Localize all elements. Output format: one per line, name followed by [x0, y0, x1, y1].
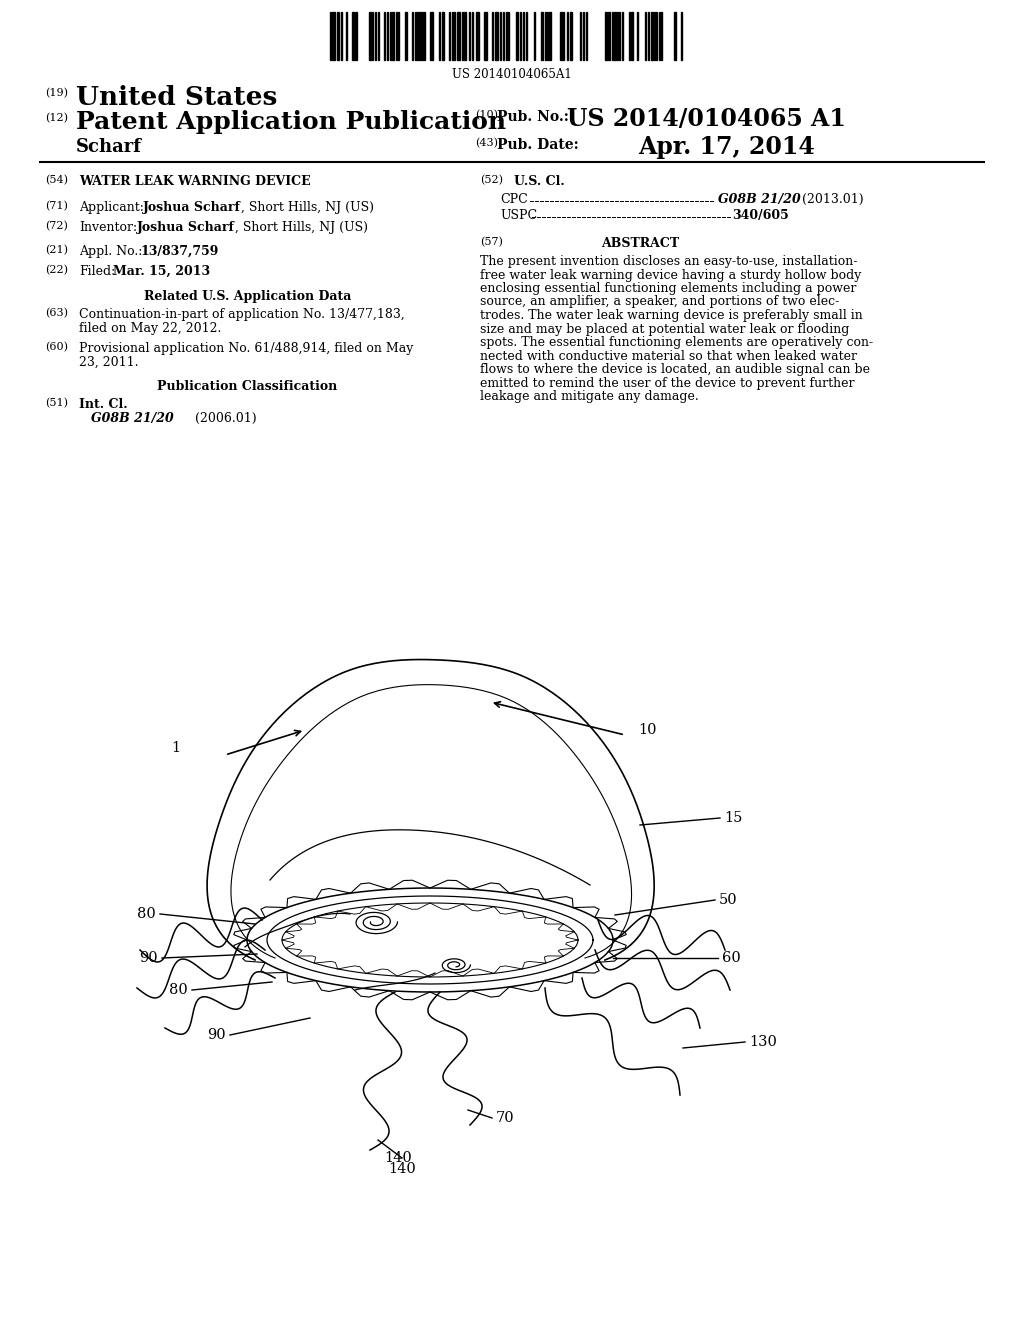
- Text: (21): (21): [45, 246, 68, 255]
- Text: G08B 21/20: G08B 21/20: [91, 412, 174, 425]
- Bar: [457, 12, 460, 59]
- Bar: [674, 12, 676, 59]
- Text: 140: 140: [388, 1162, 416, 1176]
- Text: (57): (57): [480, 238, 503, 247]
- Text: 60: 60: [722, 950, 740, 965]
- Text: 340/605: 340/605: [732, 209, 788, 222]
- Text: spots. The essential functioning elements are operatively con-: spots. The essential functioning element…: [480, 337, 873, 348]
- Text: 90: 90: [139, 950, 158, 965]
- Text: US 20140104065A1: US 20140104065A1: [453, 69, 571, 81]
- Text: enclosing essential functioning elements including a power: enclosing essential functioning elements…: [480, 282, 856, 294]
- Bar: [352, 12, 354, 59]
- Text: (60): (60): [45, 342, 68, 352]
- Text: 23, 2011.: 23, 2011.: [79, 356, 138, 370]
- Text: nected with conductive material so that when leaked water: nected with conductive material so that …: [480, 350, 857, 363]
- Bar: [476, 12, 479, 59]
- Bar: [464, 12, 466, 59]
- Text: Related U.S. Application Data: Related U.S. Application Data: [143, 290, 351, 304]
- Text: WATER LEAK WARNING DEVICE: WATER LEAK WARNING DEVICE: [79, 176, 310, 187]
- Text: Appl. No.:: Appl. No.:: [79, 246, 142, 257]
- Bar: [419, 12, 421, 59]
- Bar: [541, 12, 543, 59]
- Text: United States: United States: [76, 84, 278, 110]
- Bar: [516, 12, 518, 59]
- Text: (10): (10): [475, 110, 498, 120]
- Bar: [392, 12, 394, 59]
- Text: 80: 80: [169, 983, 188, 997]
- Text: (19): (19): [45, 88, 68, 98]
- Bar: [442, 12, 444, 59]
- Bar: [495, 12, 498, 59]
- Text: Publication Classification: Publication Classification: [158, 380, 338, 393]
- Bar: [484, 12, 487, 59]
- Bar: [614, 12, 616, 59]
- Text: 140: 140: [384, 1151, 412, 1166]
- Bar: [355, 12, 357, 59]
- Text: U.S. Cl.: U.S. Cl.: [514, 176, 565, 187]
- Text: Provisional application No. 61/488,914, filed on May: Provisional application No. 61/488,914, …: [79, 342, 414, 355]
- Text: (63): (63): [45, 308, 68, 318]
- Text: (2006.01): (2006.01): [195, 412, 257, 425]
- Text: (43): (43): [475, 139, 498, 148]
- Text: (52): (52): [480, 176, 503, 185]
- Text: Pub. No.:: Pub. No.:: [497, 110, 569, 124]
- Text: 15: 15: [724, 810, 742, 825]
- Bar: [332, 12, 335, 59]
- Bar: [369, 12, 371, 59]
- Bar: [560, 12, 562, 59]
- Text: free water leak warning device having a sturdy hollow body: free water leak warning device having a …: [480, 268, 861, 281]
- Text: Inventor:: Inventor:: [79, 220, 137, 234]
- Text: (54): (54): [45, 176, 68, 185]
- Text: trodes. The water leak warning device is preferably small in: trodes. The water leak warning device is…: [480, 309, 863, 322]
- Text: Continuation-in-part of application No. 13/477,183,: Continuation-in-part of application No. …: [79, 308, 404, 321]
- Text: 70: 70: [496, 1111, 515, 1125]
- Text: Int. Cl.: Int. Cl.: [79, 399, 128, 411]
- Bar: [570, 12, 572, 59]
- Bar: [406, 12, 407, 59]
- Text: , Short Hills, NJ (US): , Short Hills, NJ (US): [241, 201, 374, 214]
- Text: 80: 80: [137, 907, 156, 921]
- Bar: [605, 12, 607, 59]
- Bar: [651, 12, 653, 59]
- Text: leakage and mitigate any damage.: leakage and mitigate any damage.: [480, 389, 698, 403]
- Text: Mar. 15, 2013: Mar. 15, 2013: [113, 265, 210, 279]
- Text: The present invention discloses an easy-to-use, installation-: The present invention discloses an easy-…: [480, 255, 857, 268]
- Text: emitted to remind the user of the device to prevent further: emitted to remind the user of the device…: [480, 376, 854, 389]
- Text: size and may be placed at potential water leak or flooding: size and may be placed at potential wate…: [480, 322, 849, 335]
- Text: Pub. Date:: Pub. Date:: [497, 139, 579, 152]
- Text: US 2014/0104065 A1: US 2014/0104065 A1: [567, 107, 846, 131]
- Text: Applicant:: Applicant:: [79, 201, 144, 214]
- Text: (72): (72): [45, 220, 68, 231]
- Text: (22): (22): [45, 265, 68, 276]
- Text: (2013.01): (2013.01): [798, 193, 863, 206]
- Text: Joshua Scharf: Joshua Scharf: [137, 220, 234, 234]
- Text: Filed:: Filed:: [79, 265, 116, 279]
- Bar: [337, 12, 339, 59]
- Text: USPC: USPC: [500, 209, 538, 222]
- Text: CPC: CPC: [500, 193, 527, 206]
- Text: (71): (71): [45, 201, 68, 211]
- Text: 10: 10: [638, 723, 656, 737]
- Text: 13/837,759: 13/837,759: [141, 246, 219, 257]
- Text: G08B 21/20: G08B 21/20: [718, 193, 801, 206]
- Text: (12): (12): [45, 114, 68, 123]
- Bar: [549, 12, 551, 59]
- Text: 50: 50: [719, 894, 737, 907]
- Text: source, an amplifier, a speaker, and portions of two elec-: source, an amplifier, a speaker, and por…: [480, 296, 840, 309]
- Bar: [430, 12, 433, 59]
- Bar: [608, 12, 610, 59]
- Text: Scharf: Scharf: [76, 139, 142, 156]
- Text: 90: 90: [208, 1028, 226, 1041]
- Text: Joshua Scharf: Joshua Scharf: [143, 201, 241, 214]
- Text: flows to where the device is located, an audible signal can be: flows to where the device is located, an…: [480, 363, 870, 376]
- Text: ABSTRACT: ABSTRACT: [601, 238, 679, 249]
- Text: , Short Hills, NJ (US): , Short Hills, NJ (US): [234, 220, 368, 234]
- Text: (51): (51): [45, 399, 68, 408]
- Text: 130: 130: [749, 1035, 777, 1049]
- Bar: [631, 12, 633, 59]
- Text: Patent Application Publication: Patent Application Publication: [76, 110, 506, 135]
- Text: Apr. 17, 2014: Apr. 17, 2014: [638, 135, 815, 158]
- Text: filed on May 22, 2012.: filed on May 22, 2012.: [79, 322, 221, 335]
- Text: 1: 1: [171, 741, 180, 755]
